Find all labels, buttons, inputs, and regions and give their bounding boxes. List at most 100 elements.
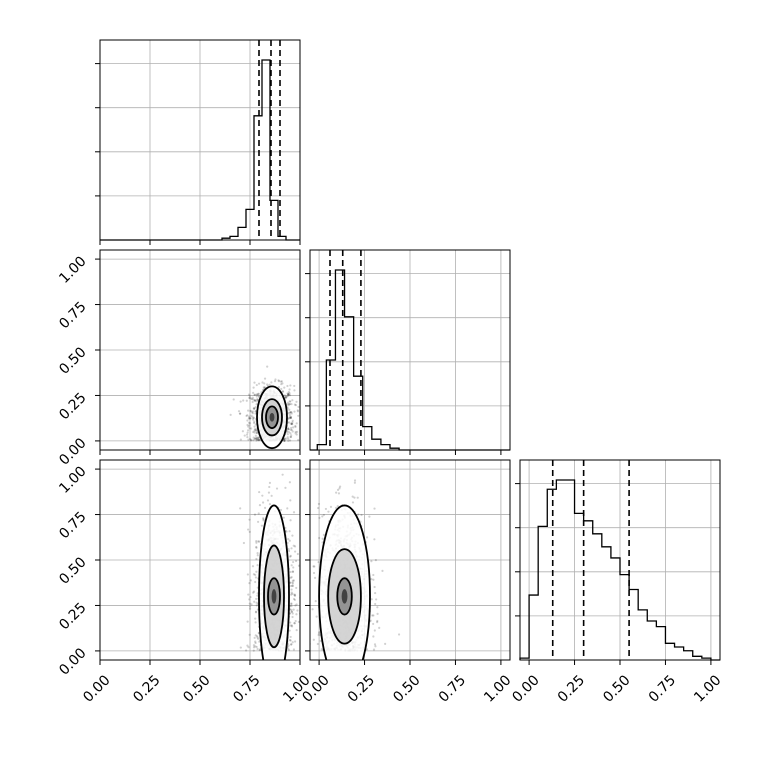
sample-point bbox=[290, 402, 293, 406]
sample-point bbox=[258, 540, 261, 543]
sample-point bbox=[285, 437, 288, 440]
sample-point bbox=[239, 400, 242, 403]
sample-point bbox=[268, 383, 271, 386]
sample-point bbox=[255, 431, 258, 435]
sample-point bbox=[290, 603, 293, 606]
sample-point bbox=[313, 576, 317, 579]
sample-point bbox=[311, 608, 314, 611]
y-tick-label: 1.00 bbox=[56, 463, 89, 496]
sample-point bbox=[317, 632, 321, 635]
sample-point bbox=[239, 412, 242, 415]
sample-point bbox=[316, 642, 319, 646]
sample-point bbox=[291, 584, 294, 587]
sample-point bbox=[287, 417, 290, 420]
sample-point bbox=[289, 428, 292, 431]
sample-point bbox=[296, 609, 299, 612]
sample-point bbox=[250, 603, 253, 606]
sample-point bbox=[295, 430, 299, 433]
sample-point bbox=[262, 519, 265, 522]
sample-point bbox=[291, 579, 295, 582]
sample-point bbox=[254, 645, 257, 648]
sample-point bbox=[289, 621, 292, 624]
sample-point bbox=[246, 429, 250, 432]
sample-point bbox=[254, 621, 257, 624]
sample-point bbox=[373, 629, 376, 632]
sample-point bbox=[253, 446, 255, 448]
sample-point bbox=[336, 505, 339, 508]
sample-point bbox=[277, 379, 280, 382]
sample-point bbox=[257, 382, 261, 385]
hist-panel-0 bbox=[95, 39, 301, 245]
sample-point bbox=[293, 598, 296, 602]
sample-point bbox=[293, 594, 296, 597]
hist-panel-2 bbox=[515, 459, 721, 665]
sample-point bbox=[254, 405, 257, 409]
sample-point bbox=[247, 417, 250, 420]
sample-point bbox=[288, 481, 291, 484]
sample-point bbox=[283, 438, 286, 441]
contour-line bbox=[261, 398, 283, 437]
sample-point bbox=[253, 513, 257, 516]
sample-point bbox=[290, 434, 293, 437]
sample-point bbox=[295, 400, 298, 403]
sample-point bbox=[372, 635, 375, 638]
sample-point bbox=[253, 437, 256, 440]
sample-point bbox=[254, 576, 258, 579]
sample-point bbox=[239, 507, 242, 510]
sample-point bbox=[253, 407, 256, 410]
sample-point bbox=[241, 430, 244, 433]
sample-point bbox=[289, 416, 293, 420]
hist-panel-1 bbox=[305, 249, 511, 455]
sample-point bbox=[294, 404, 298, 407]
sample-point bbox=[368, 515, 371, 518]
sample-point bbox=[295, 613, 298, 616]
sample-point bbox=[287, 547, 290, 551]
sample-point bbox=[290, 411, 293, 414]
sample-point bbox=[301, 635, 303, 637]
sample-point bbox=[372, 622, 375, 626]
sample-point bbox=[251, 397, 254, 401]
sample-point bbox=[288, 530, 291, 533]
sample-point bbox=[239, 646, 242, 649]
sample-point bbox=[289, 416, 292, 419]
sample-point bbox=[289, 384, 292, 387]
sample-point bbox=[290, 643, 293, 646]
sample-point bbox=[288, 539, 291, 542]
sample-point bbox=[312, 571, 316, 575]
sample-point bbox=[250, 414, 253, 417]
sample-point bbox=[315, 615, 318, 618]
sample-point bbox=[257, 392, 260, 395]
sample-point bbox=[247, 438, 250, 441]
sample-point bbox=[255, 645, 258, 649]
sample-point bbox=[255, 545, 258, 549]
sample-point bbox=[247, 409, 250, 412]
sample-point bbox=[375, 598, 378, 601]
sample-point bbox=[283, 394, 286, 397]
sample-point bbox=[249, 417, 252, 420]
sample-point bbox=[252, 430, 255, 434]
y-tick-label: 0.75 bbox=[56, 299, 89, 332]
sample-point bbox=[248, 518, 251, 521]
sample-point bbox=[290, 602, 293, 605]
sample-point bbox=[353, 496, 356, 499]
sample-point bbox=[252, 573, 255, 576]
sample-point bbox=[321, 515, 324, 518]
sample-point bbox=[287, 648, 291, 651]
sample-point bbox=[266, 383, 269, 386]
sample-point bbox=[238, 412, 242, 415]
sample-point bbox=[294, 430, 297, 434]
sample-point bbox=[255, 604, 258, 607]
sample-point bbox=[351, 495, 354, 498]
sample-point bbox=[282, 516, 285, 519]
joint-panel-1 bbox=[95, 446, 303, 665]
sample-point bbox=[322, 533, 325, 536]
sample-point bbox=[397, 633, 401, 636]
sample-point bbox=[255, 395, 258, 398]
sample-point bbox=[253, 636, 256, 639]
sample-point bbox=[252, 416, 256, 420]
sample-point bbox=[262, 517, 265, 520]
density-fill bbox=[341, 589, 348, 604]
sample-point bbox=[249, 438, 253, 442]
sample-point bbox=[255, 429, 258, 432]
sample-point bbox=[253, 407, 256, 410]
